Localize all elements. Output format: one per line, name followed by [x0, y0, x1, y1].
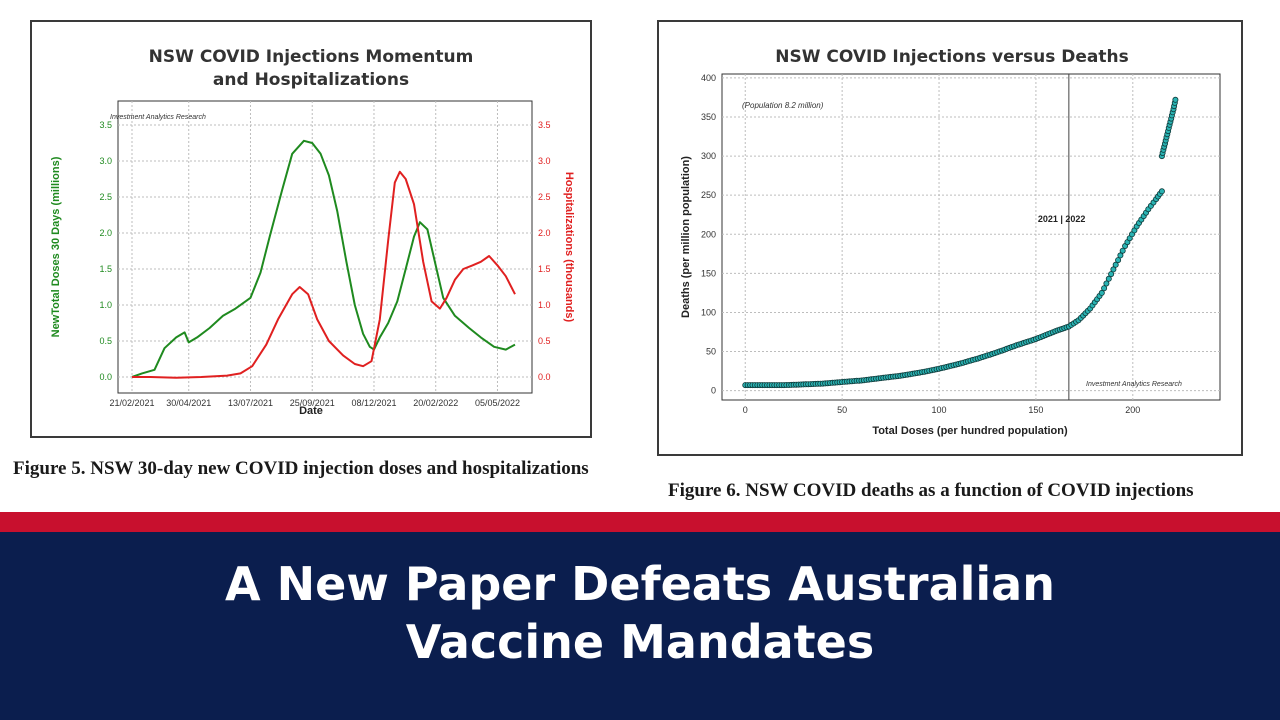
- figure6-xtick: 0: [743, 405, 748, 415]
- headline-line2: Vaccine Mandates: [405, 615, 875, 669]
- figure5-ytick-right: 3.0: [538, 156, 551, 166]
- figure6-point: [1117, 252, 1124, 259]
- figure6-point: [1112, 261, 1119, 268]
- figure5-ytick-left: 1.5: [99, 264, 112, 274]
- figure6-point: [1101, 285, 1108, 292]
- figure5-ytick-right: 2.5: [538, 192, 551, 202]
- figure6-point: [1105, 275, 1112, 282]
- figure5-hospitalizations-line: [132, 170, 516, 379]
- figure6-year-marker-label: 2021 | 2022: [1038, 214, 1086, 224]
- figure5-xtick: 30/04/2021: [166, 398, 211, 408]
- figure6-point: [1115, 257, 1122, 264]
- headline-banner: [0, 532, 1280, 720]
- figure5-ytick-left: 2.5: [99, 192, 112, 202]
- figure6-ytick: 400: [701, 73, 716, 83]
- figure5-xtick: 21/02/2021: [109, 398, 154, 408]
- figure5-xtick: 05/05/2022: [475, 398, 520, 408]
- figure5-xtick: 25/09/2021: [290, 398, 335, 408]
- figure5-ytick-left: 0.0: [99, 372, 112, 382]
- figure5-title-line1: NSW COVID Injections Momentum: [149, 47, 474, 67]
- figure5-annotation: Investment Analytics Research: [110, 114, 206, 121]
- figure6-ytick: 50: [706, 347, 716, 357]
- figure6-point: [1119, 247, 1126, 254]
- figure5-ytick-left: 3.0: [99, 156, 112, 166]
- figure6-caption: Figure 6. NSW COVID deaths as a function…: [668, 480, 1194, 501]
- figure5-ytick-left: 3.5: [99, 120, 112, 130]
- figure5-ytick-right: 1.5: [538, 264, 551, 274]
- figure6-ytick: 0: [711, 386, 716, 396]
- figure5-plot-frame: [117, 100, 533, 394]
- figure5-ytick-left: 2.0: [99, 228, 112, 238]
- figure6-point: [1110, 266, 1117, 273]
- figure5-chart: NSW COVID Injections Momentum and Hospit…: [50, 47, 575, 417]
- figure6-chart-panel: NSW COVID Injections versus Deaths (Popu…: [657, 20, 1243, 456]
- figure6-xtick: 150: [1028, 405, 1043, 415]
- figure6-title: NSW COVID Injections versus Deaths: [775, 47, 1128, 67]
- figure6-xtick: 200: [1125, 405, 1140, 415]
- headline-line1: A New Paper Defeats Australian: [225, 557, 1055, 611]
- figure6-xlabel: Total Doses (per hundred population): [872, 425, 1068, 437]
- figure5-ytick-right: 2.0: [538, 228, 551, 238]
- red-accent-stripe: [0, 512, 1280, 532]
- figure6-ytick: 100: [701, 307, 716, 317]
- figure6-point: [1158, 188, 1165, 195]
- figure5-xtick: 08/12/2021: [351, 398, 396, 408]
- figure5-chart-panel: NSW COVID Injections Momentum and Hospit…: [30, 20, 592, 438]
- figure5-caption: Figure 5. NSW 30-day new COVID injection…: [13, 458, 589, 479]
- figure6-chart: NSW COVID Injections versus Deaths (Popu…: [680, 47, 1221, 437]
- figure6-ytick: 200: [701, 229, 716, 239]
- figure6-point: [1172, 96, 1179, 103]
- figure6-annotation: Investment Analytics Research: [1086, 381, 1182, 388]
- figure5-ytick-right: 0.5: [538, 336, 551, 346]
- figure6-point: [1108, 271, 1115, 278]
- figure6-ytick: 150: [701, 268, 716, 278]
- figure6-xtick: 100: [932, 405, 947, 415]
- figure5-ylabel-left: NewTotal Doses 30 Days (millions): [50, 156, 62, 337]
- figure6-ytick: 300: [701, 151, 716, 161]
- figure5-ytick-right: 3.5: [538, 120, 551, 130]
- headline: A New Paper Defeats Australian Vaccine M…: [0, 555, 1280, 671]
- figure5-ytick-right: 1.0: [538, 300, 551, 310]
- figure5-xtick: 20/02/2022: [413, 398, 458, 408]
- figure5-injections-line: [131, 139, 516, 378]
- figure5-xtick: 13/07/2021: [228, 398, 273, 408]
- figure6-population-annotation: (Population 8.2 million): [742, 101, 824, 110]
- figure6-ytick: 250: [701, 190, 716, 200]
- figure6-point: [1098, 289, 1105, 296]
- figure5-xlabel: Date: [299, 405, 323, 417]
- figure5-ytick-left: 1.0: [99, 300, 112, 310]
- figure6-ytick: 350: [701, 112, 716, 122]
- figure5-ytick-left: 0.5: [99, 336, 112, 346]
- figure5-ylabel-right: Hospitalizations (thousands): [563, 172, 575, 323]
- figure6-ylabel: Deaths (per million population): [680, 156, 692, 318]
- figure6-point: [1103, 280, 1110, 287]
- figure5-ytick-right: 0.0: [538, 372, 551, 382]
- figure6-xtick: 50: [837, 405, 847, 415]
- figure6-plot-frame: [721, 73, 1221, 401]
- figure5-title-line2: and Hospitalizations: [213, 70, 409, 90]
